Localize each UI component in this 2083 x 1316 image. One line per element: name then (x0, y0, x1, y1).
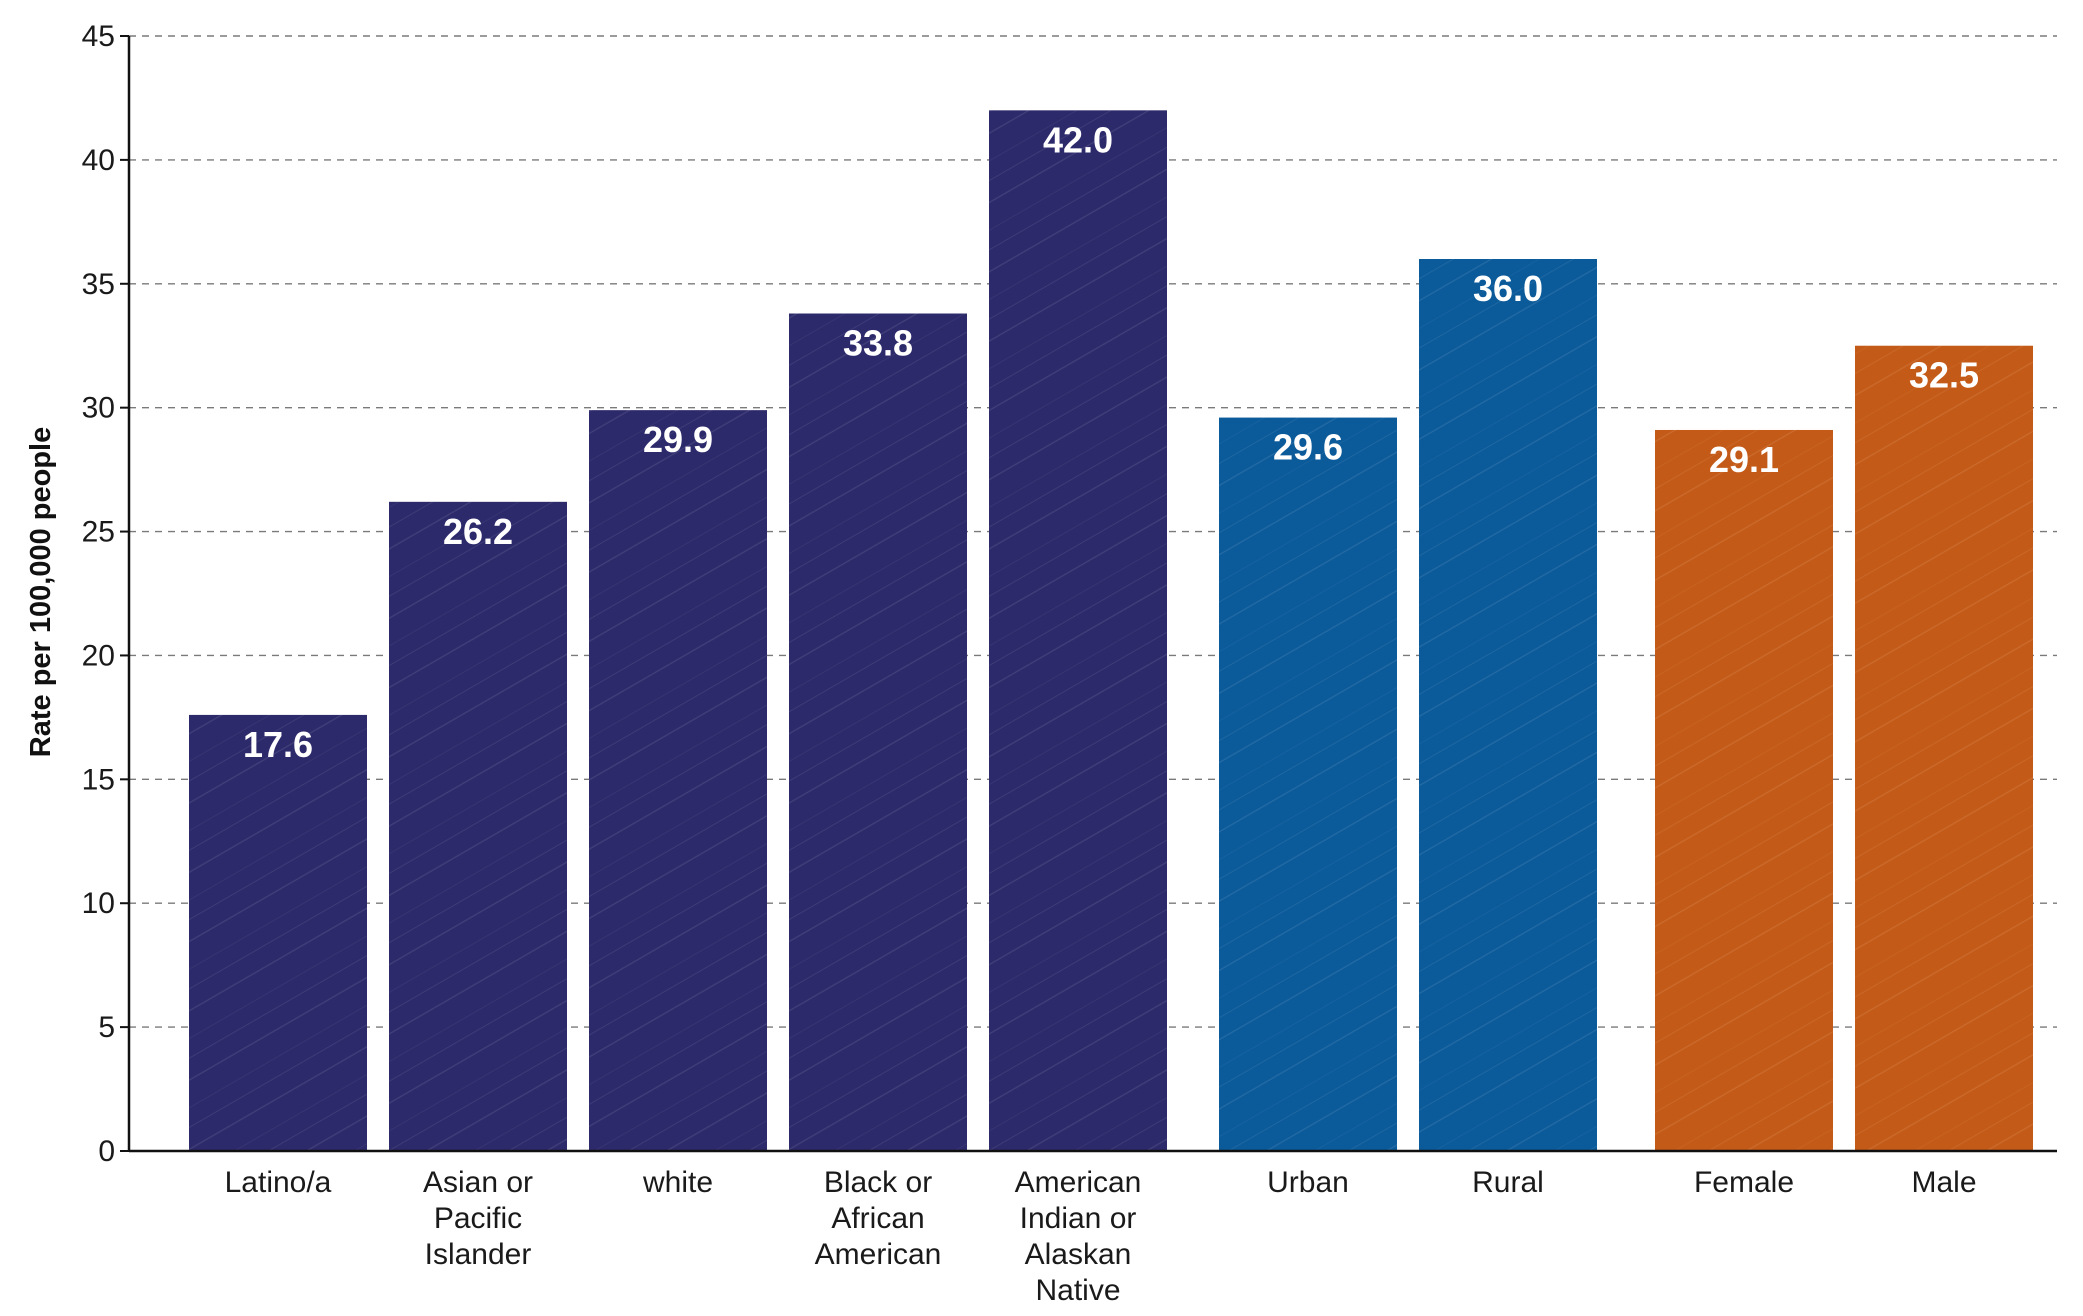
data-label: 33.8 (843, 323, 913, 364)
x-tick-label-line: Male (1911, 1166, 1976, 1199)
y-tick-label: 15 (82, 763, 115, 796)
bar-texture (789, 313, 967, 1151)
x-tick-label: Rural (1472, 1166, 1544, 1199)
x-tick-label: white (642, 1166, 713, 1199)
x-tick-label: Latino/a (225, 1166, 332, 1199)
category-labels: Latino/a Asian or Pacific Islander white Blac… (225, 1166, 1977, 1307)
x-tick-label-line: Native (1035, 1274, 1120, 1307)
x-tick-label: American Indian or Alaskan Native (1015, 1166, 1142, 1307)
x-tick-label-line: Female (1694, 1166, 1794, 1199)
x-tick-label-line: Asian or (423, 1166, 533, 1199)
bar-texture (989, 110, 1167, 1151)
data-label: 17.6 (243, 724, 313, 765)
x-tick-label: Male (1911, 1166, 1976, 1199)
data-label: 29.9 (643, 419, 713, 460)
x-tick-label-line: Urban (1267, 1166, 1349, 1199)
x-tick-label: Female (1694, 1166, 1794, 1199)
y-tick-label: 30 (82, 392, 115, 425)
bar-texture (389, 501, 567, 1151)
bar-texture (1855, 345, 2033, 1151)
y-axis-title: Rate per 100,000 people (25, 427, 57, 757)
bar-texture (1655, 429, 1833, 1151)
data-label: 32.5 (1909, 355, 1979, 396)
data-label: 29.6 (1273, 427, 1343, 468)
y-tick-label: 20 (82, 639, 115, 672)
x-tick-label: Asian or Pacific Islander (423, 1166, 533, 1271)
x-tick-label: Urban (1267, 1166, 1349, 1199)
y-tick-label: 0 (98, 1135, 115, 1168)
bar-texture (189, 714, 367, 1151)
bar-texture (1419, 259, 1597, 1151)
x-tick-label-line: Black or (824, 1166, 932, 1199)
data-label: 42.0 (1043, 119, 1113, 160)
data-label: 29.1 (1709, 439, 1779, 480)
data-label: 36.0 (1473, 268, 1543, 309)
x-tick-label-line: American (1015, 1166, 1142, 1199)
x-tick-label-line: Alaskan (1025, 1238, 1132, 1271)
x-tick-label-line: Islander (425, 1238, 532, 1271)
data-label: 26.2 (443, 511, 513, 552)
x-tick-label-line: American (815, 1238, 942, 1271)
x-tick-label-line: African (831, 1202, 924, 1235)
y-tick-label: 45 (82, 20, 115, 53)
x-tick-label: Black or African American (815, 1166, 942, 1271)
y-axis-ticks: 0 5 10 15 20 25 30 35 40 45 (82, 20, 129, 1168)
x-tick-label-line: Rural (1472, 1166, 1544, 1199)
y-tick-label: 10 (82, 887, 115, 920)
bars: 17.6 26.2 29.9 33.8 42.0 29.6 36.0 29.1 32.5 (189, 110, 2033, 1152)
y-tick-label: 25 (82, 516, 115, 549)
y-tick-label: 5 (98, 1011, 115, 1044)
bar-texture (1219, 417, 1397, 1152)
x-tick-label-line: white (642, 1166, 713, 1199)
y-tick-label: 40 (82, 144, 115, 177)
x-tick-label-line: Indian or (1020, 1202, 1137, 1235)
x-tick-label-line: Latino/a (225, 1166, 332, 1199)
bar-texture (589, 410, 767, 1152)
x-tick-label-line: Pacific (434, 1202, 522, 1235)
y-tick-label: 35 (82, 268, 115, 301)
